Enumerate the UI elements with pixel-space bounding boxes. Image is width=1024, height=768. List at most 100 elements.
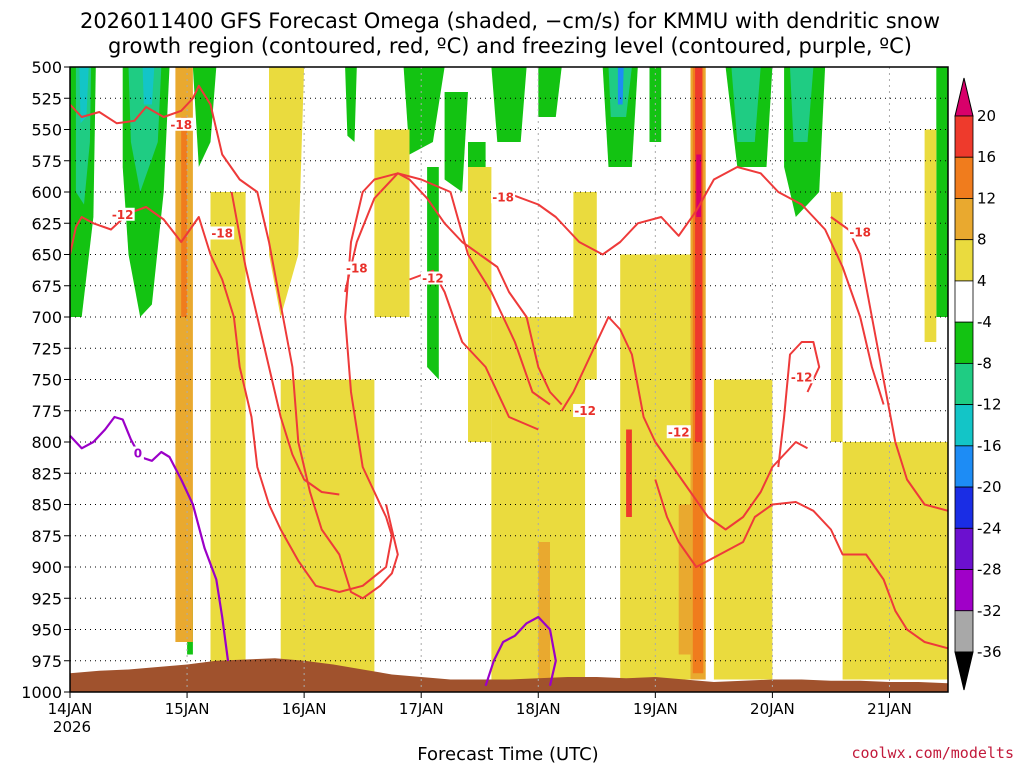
omega-shade-8 — [403, 67, 445, 155]
colorbar-segment-12 — [954, 610, 974, 653]
y-tick-625: 625 — [31, 214, 62, 233]
dgz-contour-label-1: -12 — [112, 208, 134, 222]
x-tick-17JAN: 17JAN — [399, 700, 444, 718]
omega-shade-41 — [695, 67, 703, 442]
dgz-contour-7 — [654, 479, 949, 650]
terrain-fill — [70, 658, 948, 692]
omega-shade-35 — [924, 129, 937, 342]
freezing-contour-label-bg-0 — [131, 446, 144, 460]
colorbar-label-8: -16 — [977, 437, 1002, 455]
dgz-contour-1 — [69, 172, 563, 593]
x-tick-21JAN: 21JAN — [867, 700, 912, 718]
y-tick-925: 925 — [31, 589, 62, 608]
colorbar-label-11: -28 — [977, 561, 1002, 579]
colorbar-segment-7 — [954, 404, 974, 447]
omega-shade-36 — [175, 67, 193, 642]
colorbar-segment-9 — [954, 486, 974, 529]
x-tick-15JAN: 15JAN — [165, 700, 210, 718]
colorbar: 20 16 12 8 4 -4 -8 -12 -16 -20 -24 -28 -32 -36 — [954, 77, 1002, 691]
dgz-contour-label-6: -12 — [574, 404, 596, 418]
dgz-contour-label-7: -12 — [668, 425, 690, 439]
colorbar-label-4: 4 — [977, 272, 987, 290]
dgz-contour-8 — [777, 341, 821, 468]
dgz-contour-label-4: -12 — [422, 272, 444, 286]
y-tick-675: 675 — [31, 277, 62, 296]
credit-link[interactable]: coolwx.com/modelts — [851, 744, 1014, 762]
dgz-contour-label-bg-9 — [848, 225, 873, 239]
omega-shade-22 — [936, 67, 948, 317]
dgz-contour-5 — [491, 166, 885, 405]
omega-shade-44 — [626, 429, 632, 517]
colorbar-label-12: -32 — [977, 602, 1002, 620]
colorbar-segment-5 — [954, 321, 974, 364]
omega-shade-34 — [830, 192, 843, 442]
dgz-contour-label-bg-4 — [420, 271, 445, 285]
dgz-contour-3 — [344, 172, 551, 406]
colorbar-label-2: 12 — [977, 189, 996, 207]
omega-shade-25 — [210, 192, 246, 680]
dgz-contour-label-bg-6 — [573, 404, 598, 417]
omega-shade-16 — [617, 67, 624, 105]
x-tick-year: 2026 — [53, 718, 91, 736]
y-tick-700: 700 — [31, 308, 62, 327]
dgz-contour-label-bg-7 — [666, 425, 691, 439]
y-axis-pressure: 500 525 550 575 600 625 650 675 700 725 750 775 800 8… — [21, 58, 70, 702]
dgz-contour-0 — [69, 84, 399, 600]
colorbar-segment-3 — [954, 239, 974, 282]
y-tick-725: 725 — [31, 339, 62, 358]
colorbar-segment-0 — [954, 115, 974, 158]
omega-shade-37 — [538, 542, 550, 680]
dgz-contour-label-3: -18 — [346, 262, 368, 276]
colorbar-label-9: -20 — [977, 478, 1002, 496]
dgz-contour-label-bg-3 — [344, 261, 369, 275]
colorbar-label-10: -24 — [977, 519, 1002, 537]
colorbar-segment-2 — [954, 198, 974, 241]
omega-shade-42 — [696, 154, 701, 217]
colorbar-label-7: -12 — [977, 396, 1002, 414]
omega-shade-12 — [491, 67, 527, 142]
omega-shade-10 — [444, 92, 468, 192]
terrain-profile — [70, 658, 948, 692]
omega-shade-19 — [731, 67, 761, 142]
freezing-contour-1 — [484, 615, 557, 687]
dgz-contour-label-bg-0 — [169, 117, 194, 131]
colorbar-bottom-arrow — [954, 651, 974, 691]
colorbar-segment-4 — [954, 280, 974, 323]
colorbar-label-13: -36 — [977, 643, 1002, 661]
y-tick-800: 800 — [31, 433, 62, 452]
x-axis-label: Forecast Time (UTC) — [417, 744, 598, 765]
y-tick-575: 575 — [31, 152, 62, 171]
dgz-contour-label-bg-5 — [491, 190, 516, 204]
y-tick-825: 825 — [31, 464, 62, 483]
y-tick-500: 500 — [31, 58, 62, 77]
colorbar-segment-8 — [954, 445, 974, 488]
omega-shade-21 — [790, 67, 814, 142]
y-tick-650: 650 — [31, 246, 62, 265]
chart-title-line-1: 2026011400 GFS Forecast Omega (shaded, −… — [80, 9, 940, 33]
omega-shading — [70, 67, 948, 680]
omega-shade-5 — [142, 67, 155, 105]
omega-shade-1 — [75, 67, 92, 205]
dgz-contour-label-9: -18 — [849, 225, 871, 239]
freezing-contour-label-0: 0 — [134, 447, 142, 461]
colorbar-segment-1 — [954, 156, 974, 199]
x-tick-19JAN: 19JAN — [633, 700, 678, 718]
y-tick-750: 750 — [31, 371, 62, 390]
omega-shade-32 — [713, 379, 773, 680]
omega-shade-27 — [374, 129, 410, 317]
x-tick-14JAN: 14JAN — [48, 700, 93, 718]
y-tick-1000: 1000 — [21, 683, 62, 702]
omega-shade-7 — [345, 67, 357, 142]
colorbar-label-6: -8 — [977, 354, 992, 372]
dgz-contour-label-8: -12 — [791, 370, 813, 384]
omega-shade-29 — [491, 317, 586, 680]
dgz-contour-label-bg-2 — [210, 226, 235, 240]
omega-shade-43 — [181, 117, 188, 317]
y-tick-550: 550 — [31, 121, 62, 140]
y-tick-975: 975 — [31, 652, 62, 671]
omega-shade-26 — [280, 379, 375, 680]
dgz-contour-label-2: -18 — [211, 227, 233, 241]
x-tick-18JAN: 18JAN — [516, 700, 561, 718]
